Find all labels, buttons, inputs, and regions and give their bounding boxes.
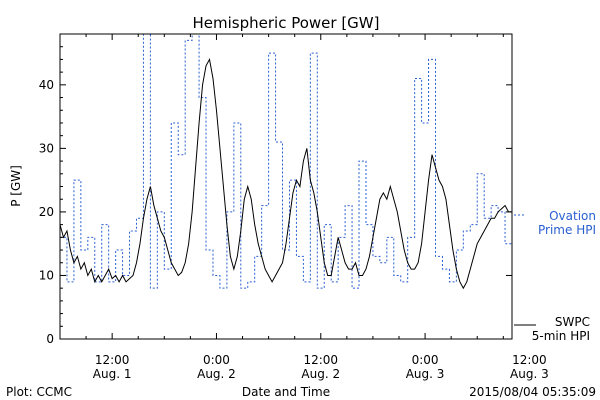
y-axis-label: P [GW] <box>9 165 23 207</box>
y-tick-label: 40 <box>39 78 54 92</box>
series-layer <box>60 34 512 290</box>
x-tick-label-time: 0:00 <box>412 353 439 367</box>
y-tick-label: 20 <box>39 205 54 219</box>
y-axis-ticks: 0 10 20 30 40 <box>39 33 512 346</box>
y-tick-label: 0 <box>46 332 54 346</box>
x-tick-label-time: 12:00 <box>512 353 547 367</box>
series-line-swpc-hpi <box>60 57 512 290</box>
footer-x-label: Date and Time <box>242 385 330 399</box>
legend-ovation-line2: Prime HPI <box>538 223 596 237</box>
y-tick-label: 10 <box>39 268 54 282</box>
x-tick-label-date: Aug. 3 <box>510 367 549 381</box>
x-tick-label-time: 12:00 <box>303 353 338 367</box>
x-tick-label-date: Aug. 3 <box>406 367 445 381</box>
x-tick-label-time: 0:00 <box>203 353 230 367</box>
legend-swpc-line1: SWPC <box>555 315 590 329</box>
series-line-ovation-prime-hpi <box>60 34 512 289</box>
plot-frame <box>59 33 513 340</box>
legend-swpc-line2: 5-min HPI <box>532 329 590 343</box>
legend: Ovation Prime HPI SWPC 5-min HPI <box>514 209 596 343</box>
x-tick-label-date: Aug. 2 <box>301 367 340 381</box>
legend-ovation-line1: Ovation <box>549 209 596 223</box>
x-tick-label-date: Aug. 2 <box>197 367 236 381</box>
chart-title: Hemispheric Power [GW] <box>193 14 380 32</box>
x-tick-label-date: Aug. 1 <box>93 367 132 381</box>
footer-plot-credit: Plot: CCMC <box>6 385 72 399</box>
y-tick-label: 30 <box>39 141 54 155</box>
x-tick-label-time: 12:00 <box>95 353 130 367</box>
footer-timestamp: 2015/08/04 05:35:09 <box>469 385 596 399</box>
